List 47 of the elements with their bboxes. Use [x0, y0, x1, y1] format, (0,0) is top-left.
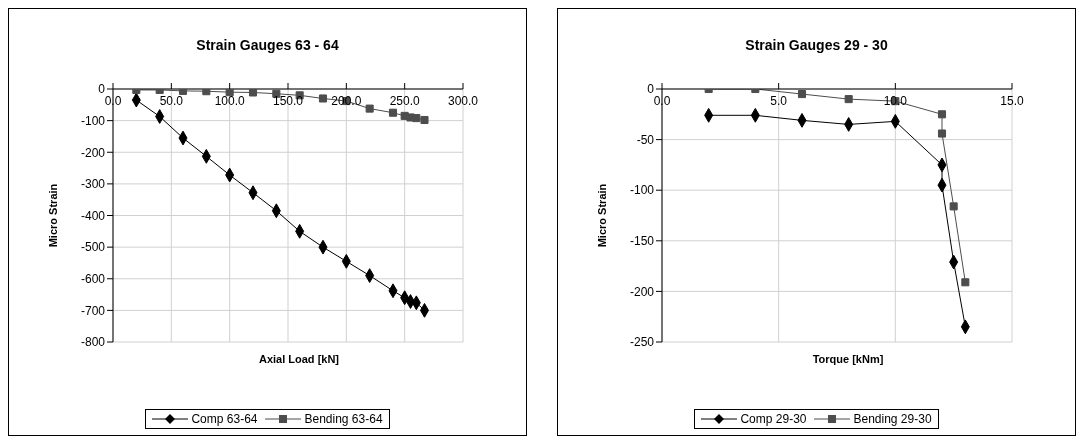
y-tick-label: -500	[80, 240, 106, 255]
y-tick-label: -600	[80, 272, 106, 287]
x-tick-label: 50.0	[159, 94, 184, 108]
point	[949, 202, 958, 211]
y-tick-label: -800	[80, 335, 106, 350]
y-tick-label: -300	[80, 177, 106, 192]
y-tick-label: -400	[80, 208, 106, 223]
x-axis-title: Torque [kNm]	[811, 353, 885, 365]
legend-label: Bending 29-30	[852, 412, 932, 426]
y-tick-label: -250	[629, 335, 655, 350]
point	[844, 95, 853, 104]
point	[420, 115, 429, 125]
y-tick-label: -150	[629, 234, 655, 249]
point	[937, 129, 947, 138]
y-tick-label: -700	[80, 303, 106, 318]
point	[202, 89, 211, 96]
chart-title: Strain Gauges 63 - 64	[195, 37, 340, 53]
chart-title: Strain Gauges 29 - 30	[744, 37, 889, 53]
point	[961, 278, 970, 287]
point	[412, 114, 421, 123]
x-tick-label: 150.0	[272, 94, 304, 108]
y-axis-title: Micro Strain	[46, 183, 59, 248]
x-tick-label: 0.0	[653, 94, 671, 108]
y-axis-title: Micro Strain	[595, 183, 608, 248]
y-tick-label: 0	[98, 82, 106, 97]
point	[388, 108, 398, 117]
legend-label: Bending 63-64	[303, 412, 383, 426]
y-tick-label: -50	[636, 132, 655, 147]
point	[248, 89, 258, 97]
x-tick-label: 15.0	[1000, 94, 1024, 108]
x-tick-label: 300.0	[447, 94, 479, 108]
x-axis-title: Axial Load [kN]	[257, 353, 341, 365]
x-tick-label: 250.0	[389, 94, 421, 108]
y-tick-label: -100	[629, 183, 655, 198]
legend-label: Comp 29-30	[739, 412, 807, 426]
x-tick-label: 100.0	[214, 94, 246, 108]
point	[365, 104, 374, 113]
y-tick-label: -200	[629, 284, 655, 299]
point	[797, 90, 807, 99]
x-tick-label: 0.0	[104, 94, 122, 108]
point	[318, 94, 328, 103]
x-tick-label: 5.0	[770, 94, 788, 108]
y-tick-label: -100	[80, 113, 106, 128]
point	[937, 110, 947, 119]
y-tick-label: -200	[80, 145, 106, 160]
y-tick-label: 0	[647, 82, 655, 97]
legend-label: Comp 63-64	[190, 412, 258, 426]
